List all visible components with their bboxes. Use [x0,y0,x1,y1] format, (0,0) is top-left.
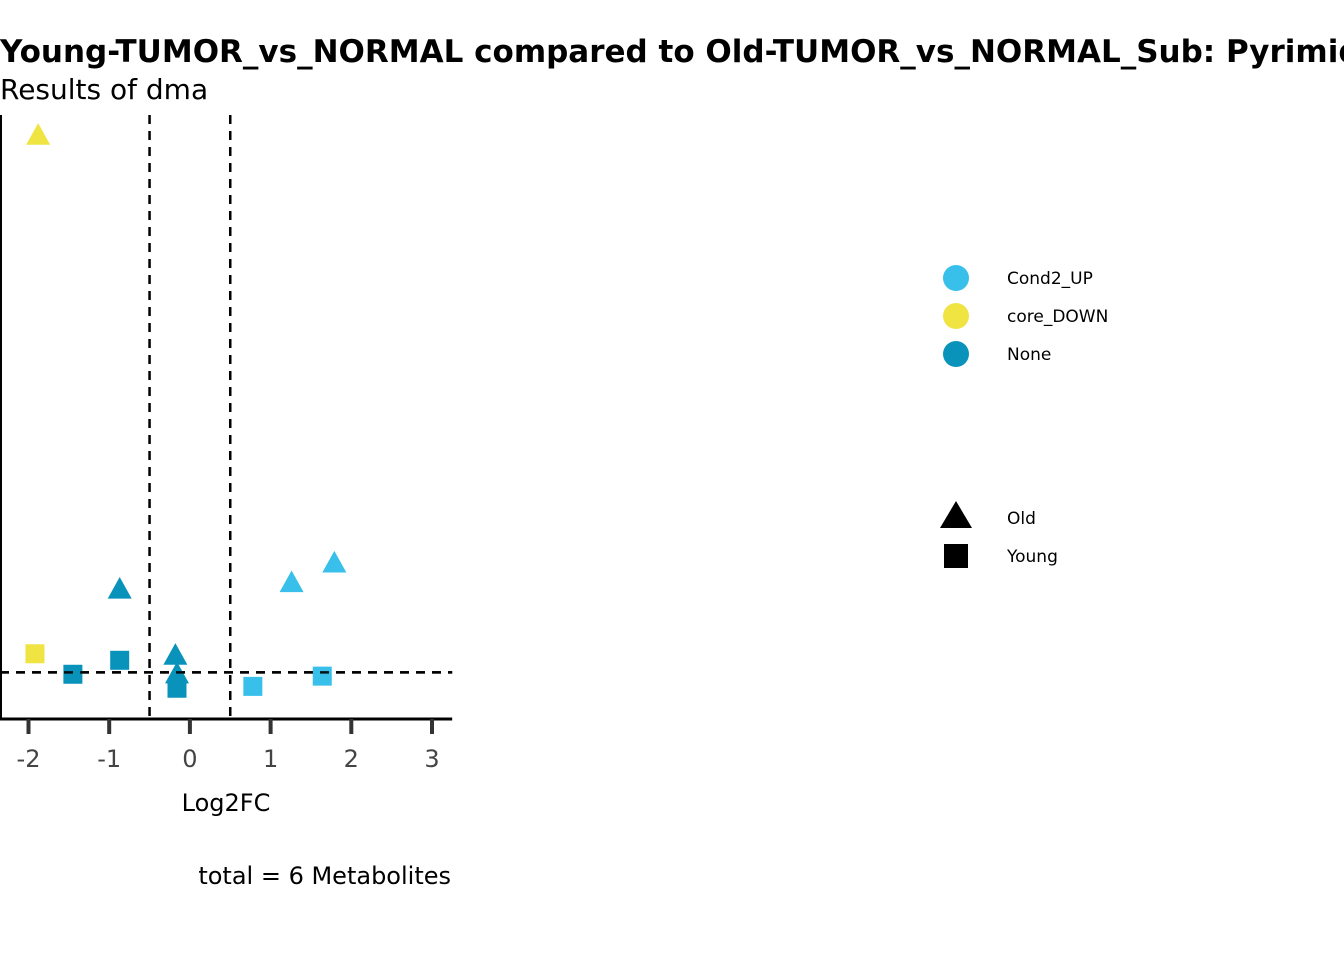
data-point-square [312,666,332,686]
chart-title: Young-TUMOR_vs_NORMAL compared to Old-TU… [0,34,1344,70]
data-point-triangle [107,576,132,599]
legend-shape-triangle [940,501,972,528]
data-point-square [243,676,263,696]
x-tick-label: -2 [17,745,41,773]
legend-color-key [943,341,969,367]
x-tick-label: 3 [424,745,439,773]
data-point-square [63,664,83,684]
legend-color-label: core_DOWN [1007,307,1108,327]
legend-color-label: Cond2_UP [1007,269,1093,289]
legend: Cond2_UP core_DOWN None Old Young [940,265,1108,568]
legend-shape-label: Old [1007,509,1036,529]
x-tick-label: -1 [97,745,121,773]
chart-caption: total = 6 Metabolites [198,862,451,890]
legend-color-key [943,303,969,329]
x-axis-label: Log2FC [182,789,271,817]
data-point-square [167,678,187,698]
data-point-triangle [279,570,304,593]
x-tick-label: 2 [344,745,359,773]
x-tick-label: 0 [182,745,197,773]
data-point-triangle [26,123,51,145]
legend-color-key [943,265,969,291]
chart-subtitle: Results of dma [0,73,208,106]
data-point-square [25,644,45,664]
legend-shape-square [944,544,968,568]
legend-shape-label: Young [1006,547,1058,567]
x-tick-label: 1 [263,745,278,773]
legend-color-label: None [1007,345,1051,365]
data-point-triangle [163,643,188,665]
plot-area: -2 -1 0 1 2 3 [0,115,453,773]
data-point-square [110,650,130,670]
data-point-triangle [322,550,347,573]
